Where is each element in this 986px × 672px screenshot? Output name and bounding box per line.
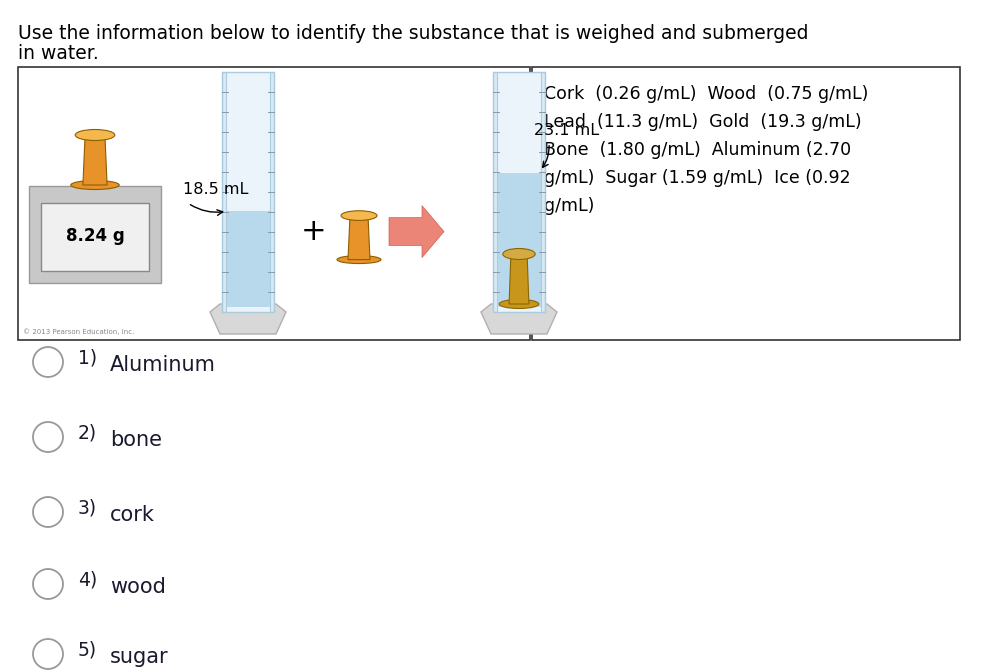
Polygon shape [480, 304, 556, 334]
Text: Use the information below to identify the substance that is weighed and submerge: Use the information below to identify th… [18, 24, 808, 43]
Bar [497, 173, 540, 307]
Polygon shape [388, 206, 444, 257]
Text: Lead  (11.3 g/mL)  Gold  (19.3 g/mL): Lead (11.3 g/mL) Gold (19.3 g/mL) [543, 113, 861, 131]
Bar [222, 72, 226, 312]
Bar [226, 211, 270, 307]
Polygon shape [83, 135, 107, 185]
Text: sugar: sugar [109, 647, 169, 667]
Text: 5): 5) [78, 640, 97, 659]
Bar [531, 67, 959, 340]
Bar [222, 72, 274, 312]
Circle shape [33, 422, 63, 452]
Text: Bone  (1.80 g/mL)  Aluminum (2.70: Bone (1.80 g/mL) Aluminum (2.70 [543, 141, 850, 159]
FancyBboxPatch shape [29, 186, 161, 283]
Ellipse shape [336, 255, 381, 263]
FancyBboxPatch shape [41, 203, 149, 271]
Bar [18, 67, 529, 340]
Ellipse shape [502, 249, 534, 259]
Polygon shape [210, 304, 286, 334]
Text: 2): 2) [78, 423, 97, 442]
Text: +: + [301, 217, 326, 246]
Text: cork: cork [109, 505, 155, 525]
Text: 4): 4) [78, 571, 98, 589]
Bar [222, 72, 274, 312]
Text: in water.: in water. [18, 44, 99, 63]
Bar [270, 72, 274, 312]
Text: bone: bone [109, 430, 162, 450]
Circle shape [33, 569, 63, 599]
Text: 23.1 mL: 23.1 mL [533, 123, 599, 138]
Circle shape [33, 347, 63, 377]
Circle shape [33, 639, 63, 669]
Text: © 2013 Pearson Education, Inc.: © 2013 Pearson Education, Inc. [23, 329, 134, 335]
Text: 3): 3) [78, 499, 97, 517]
Text: Cork  (0.26 g/mL)  Wood  (0.75 g/mL): Cork (0.26 g/mL) Wood (0.75 g/mL) [543, 85, 868, 103]
Text: 8.24 g: 8.24 g [65, 228, 124, 245]
Bar [540, 72, 544, 312]
Bar [492, 72, 544, 312]
Text: Aluminum: Aluminum [109, 355, 216, 375]
Text: 18.5 mL: 18.5 mL [182, 181, 248, 197]
Ellipse shape [499, 300, 538, 308]
Bar [492, 72, 497, 312]
Ellipse shape [340, 211, 377, 220]
Polygon shape [509, 254, 528, 304]
Circle shape [33, 497, 63, 527]
Ellipse shape [75, 130, 114, 140]
Text: wood: wood [109, 577, 166, 597]
Text: g/mL)  Sugar (1.59 g/mL)  Ice (0.92: g/mL) Sugar (1.59 g/mL) Ice (0.92 [543, 169, 850, 187]
Polygon shape [348, 216, 370, 259]
Text: g/mL): g/mL) [543, 197, 594, 215]
Ellipse shape [71, 181, 119, 190]
Text: 1): 1) [78, 349, 97, 368]
Bar [492, 72, 544, 312]
